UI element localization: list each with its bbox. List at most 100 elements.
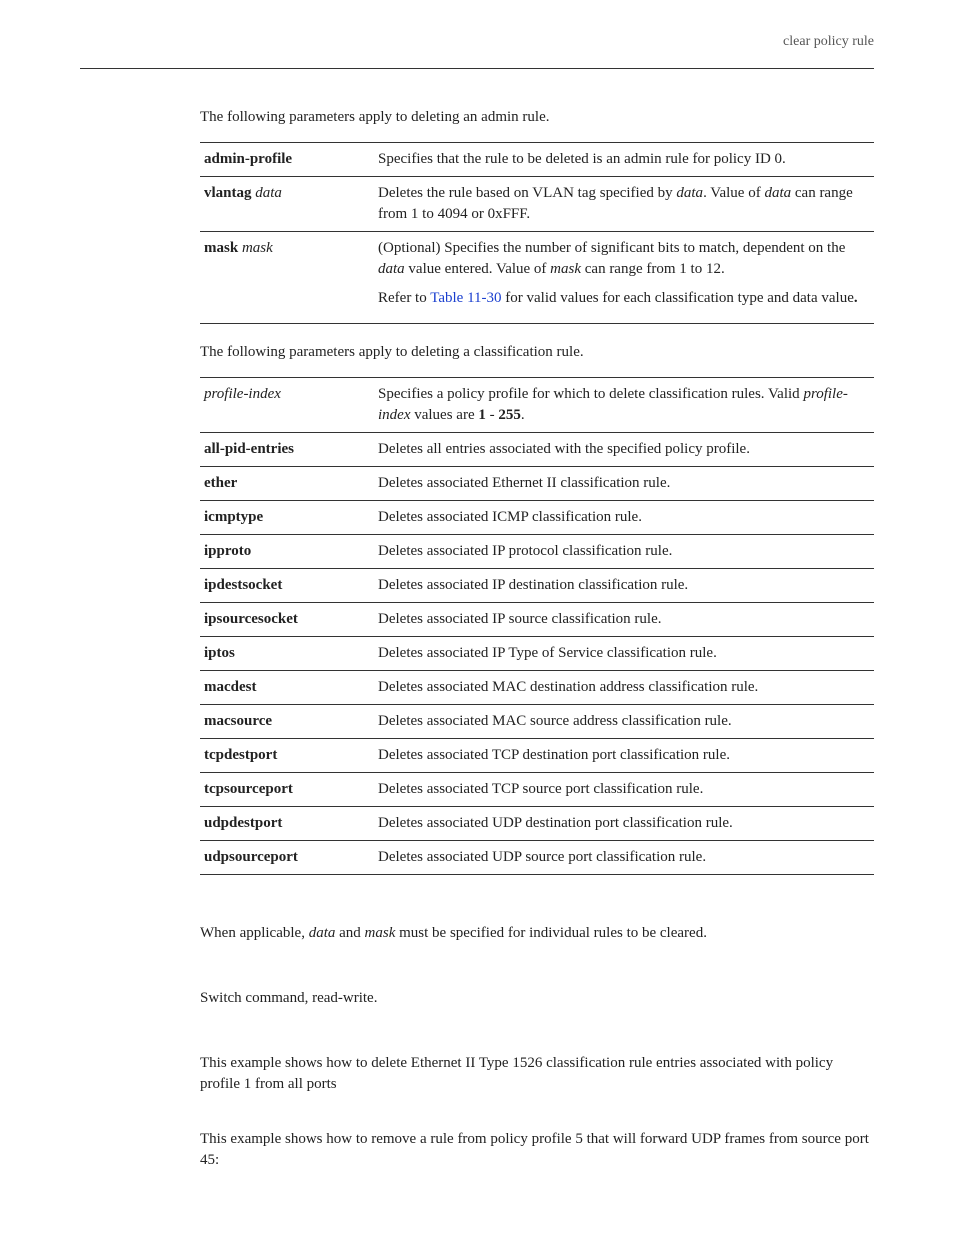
desc-cell: Deletes all entries associated with the … <box>374 433 874 467</box>
term-cell: macdest <box>200 671 374 705</box>
table-row: udpdestportDeletes associated UDP destin… <box>200 807 874 841</box>
desc-ital: data <box>764 185 791 201</box>
table-row: macsource Deletes associated MAC source a… <box>200 705 874 739</box>
desc-cell: Deletes associated IP source classificat… <box>374 603 874 637</box>
term-cell: iptos <box>200 637 374 671</box>
term-bold: iptos <box>204 645 235 661</box>
desc-cell: Deletes associated TCP source port class… <box>374 773 874 807</box>
term-cell: admin-profile <box>200 143 374 177</box>
desc-cell: Deletes associated IP protocol classific… <box>374 535 874 569</box>
desc-text: values are <box>410 407 478 423</box>
note-text: and <box>335 925 364 941</box>
desc-ital: data <box>676 185 703 201</box>
note-text: When applicable, <box>200 925 309 941</box>
table-row: ipproto Deletes associated IP protocol cl… <box>200 535 874 569</box>
term-bold: tcpdestport <box>204 747 277 763</box>
desc-text: for valid values for each classification… <box>502 290 854 306</box>
term-cell: profile-index <box>200 378 374 433</box>
term-ital: data <box>255 185 282 201</box>
term-bold: macdest <box>204 679 257 695</box>
page: clear policy rule The following paramete… <box>0 0 954 1245</box>
note-ital: mask <box>365 925 396 941</box>
desc-text: (Optional) Specifies the number of signi… <box>378 240 845 256</box>
table-row: mask mask (Optional) Specifies the numbe… <box>200 232 874 324</box>
term-bold: icmptype <box>204 509 263 525</box>
term-cell: ipproto <box>200 535 374 569</box>
table-row: icmptype Deletes associated ICMP classifi… <box>200 501 874 535</box>
term-cell: ipsourcesocket <box>200 603 374 637</box>
note-ital: data <box>309 925 336 941</box>
table-row: vlantag data Deletes the rule based on V… <box>200 177 874 232</box>
desc-cell: Deletes associated IP Type of Service cl… <box>374 637 874 671</box>
desc-text: can range from 1 to 12. <box>581 261 725 277</box>
term-bold: ether <box>204 475 237 491</box>
desc-text: - <box>486 407 499 423</box>
table-row: tcpsourceport Deletes associated TCP sour… <box>200 773 874 807</box>
desc-text: Deletes the rule based on VLAN tag speci… <box>378 185 676 201</box>
table-row: profile-index Specifies a policy profile… <box>200 378 874 433</box>
term-bold: tcpsourceport <box>204 781 293 797</box>
table-row: ipsourcesocket Deletes associated IP sour… <box>200 603 874 637</box>
desc-ital: mask <box>550 261 581 277</box>
term-bold: admin-profile <box>204 151 292 167</box>
term-bold: ipsourcesocket <box>204 611 298 627</box>
desc-cell: Deletes associated MAC destination addre… <box>374 671 874 705</box>
table-row: ipdestsocketDeletes associated IP destin… <box>200 569 874 603</box>
term-cell: macsource <box>200 705 374 739</box>
term-bold: ipproto <box>204 543 251 559</box>
desc-cell: Deletes the rule based on VLAN tag speci… <box>374 177 874 232</box>
term-ital: profile-index <box>204 386 281 402</box>
desc-cell: Deletes associated Ethernet II classific… <box>374 467 874 501</box>
term-cell: tcpdestport <box>200 739 374 773</box>
desc-text: Refer to <box>378 290 430 306</box>
header-right: clear policy rule <box>783 34 874 50</box>
term-bold: udpsourceport <box>204 849 298 865</box>
term-cell: tcpsourceport <box>200 773 374 807</box>
term-cell: ether <box>200 467 374 501</box>
desc-text: Specifies that the rule to be deleted is… <box>378 151 786 167</box>
desc-text: . <box>521 407 525 423</box>
desc-bold: 255 <box>498 407 521 423</box>
desc-text: value entered. Value of <box>405 261 551 277</box>
intro-admin: The following parameters apply to deleti… <box>200 107 874 128</box>
mode: Switch command, read-write. <box>200 988 874 1009</box>
table-row: udpsourceport Deletes associated UDP sour… <box>200 841 874 875</box>
desc-bold: 1 <box>478 407 486 423</box>
desc-cell: (Optional) Specifies the number of signi… <box>374 232 874 324</box>
example2: This example shows how to remove a rule … <box>200 1129 874 1171</box>
table-row: macdest Deletes associated MAC destinatio… <box>200 671 874 705</box>
term-ital: mask <box>242 240 273 256</box>
term-bold: macsource <box>204 713 272 729</box>
desc-cell: Deletes associated MAC source address cl… <box>374 705 874 739</box>
desc-text: . Value of <box>703 185 764 201</box>
intro-class: The following parameters apply to deleti… <box>200 342 874 363</box>
term-bold: ipdestsocket <box>204 577 282 593</box>
desc-cell: Deletes associated TCP destination port … <box>374 739 874 773</box>
term-cell: udpdestport <box>200 807 374 841</box>
desc-cell: Deletes associated UDP destination port … <box>374 807 874 841</box>
desc-cell: Specifies a policy profile for which to … <box>374 378 874 433</box>
term-bold: mask <box>204 240 238 256</box>
table-row: admin-profile Specifies that the rule to… <box>200 143 874 177</box>
term-bold: all-pid-entries <box>204 441 294 457</box>
desc-cell: Deletes associated UDP source port class… <box>374 841 874 875</box>
note-text: must be specified for individual rules t… <box>395 925 707 941</box>
term-cell: all-pid-entries <box>200 433 374 467</box>
desc-bold: . <box>854 290 858 306</box>
table-row: ether Deletes associated Ethernet II clas… <box>200 467 874 501</box>
note: When applicable, data and mask must be s… <box>200 923 874 944</box>
term-cell: icmptype <box>200 501 374 535</box>
term-bold: vlantag <box>204 185 252 201</box>
term-cell: mask mask <box>200 232 374 324</box>
term-cell: udpsourceport <box>200 841 374 875</box>
desc-cell: Deletes associated ICMP classification r… <box>374 501 874 535</box>
table-ref-link[interactable]: Table 11-30 <box>430 290 501 306</box>
table-row: iptos Deletes associated IP Type of Servi… <box>200 637 874 671</box>
desc-text: Specifies a policy profile for which to … <box>378 386 803 402</box>
term-cell: vlantag data <box>200 177 374 232</box>
table-class: profile-index Specifies a policy profile… <box>200 377 874 875</box>
table-admin: admin-profile Specifies that the rule to… <box>200 142 874 324</box>
desc-ital: data <box>378 261 405 277</box>
content: The following parameters apply to deleti… <box>200 107 874 1171</box>
desc-cell: Specifies that the rule to be deleted is… <box>374 143 874 177</box>
